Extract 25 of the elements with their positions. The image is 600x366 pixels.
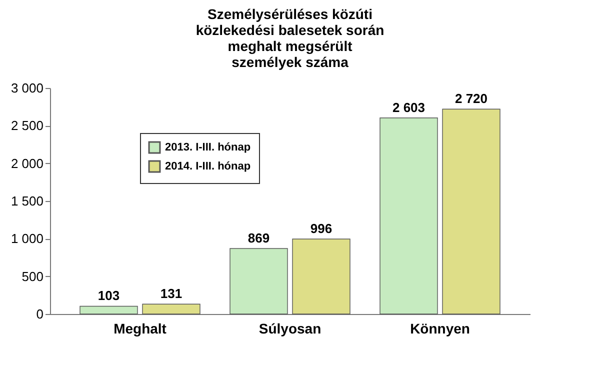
x-tick-label: Könnyen: [410, 320, 470, 336]
y-tick-label: 1 000: [10, 231, 44, 246]
y-tick-label: 500: [22, 268, 44, 284]
legend-label: 2014. I-III. hónap: [165, 160, 251, 172]
bar: [230, 248, 288, 314]
data-label: 131: [160, 286, 182, 302]
bar: [80, 306, 138, 314]
data-label: 103: [98, 288, 120, 304]
data-label: 996: [310, 220, 332, 236]
data-label: 2 720: [454, 91, 488, 106]
bar: [442, 108, 500, 314]
x-tick-label: Meghalt: [114, 320, 167, 336]
x-tick-label: Súlyosan: [258, 320, 322, 336]
y-tick-label: 2 000: [10, 156, 44, 171]
legend-label: 2013. I-III. hónap: [165, 142, 251, 154]
y-tick-label: 0: [36, 306, 44, 322]
y-tick-label: 1 500: [10, 194, 44, 208]
bar: [380, 118, 438, 314]
chart-title: Személysérüléses közúti közlekedési balesetek során meghalt megsérült személyek száma: [196, 6, 384, 70]
y-tick-label: 2 500: [10, 118, 44, 134]
bar: [292, 238, 350, 314]
data-label: 2 603: [392, 100, 426, 115]
bar: [142, 304, 200, 314]
data-label: 869: [248, 230, 270, 246]
y-tick-label: 3 000: [10, 80, 44, 96]
